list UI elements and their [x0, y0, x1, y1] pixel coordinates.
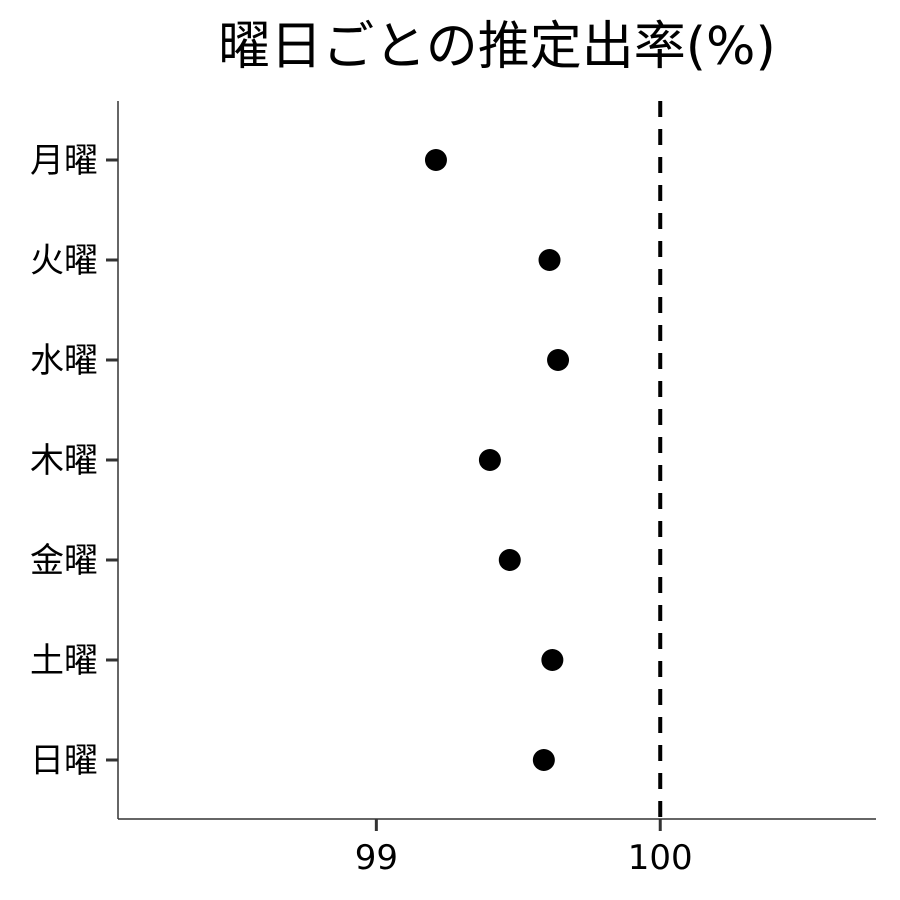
y-tick-label: 土曜	[30, 641, 98, 681]
data-point	[538, 249, 561, 271]
data-point	[498, 549, 521, 571]
y-tick-label: 木曜	[30, 441, 98, 481]
data-point	[478, 449, 501, 471]
data-point	[541, 649, 564, 671]
data-point	[532, 749, 555, 771]
y-tick-label: 日曜	[30, 741, 98, 781]
y-tick-label: 月曜	[30, 141, 98, 181]
y-tick-label: 水曜	[30, 341, 98, 381]
data-points	[424, 149, 570, 771]
data-point	[424, 149, 447, 171]
x-tick-label: 100	[628, 838, 693, 878]
chart-title: 曜日ごとの推定出率(%)	[218, 17, 775, 77]
y-tick-label: 金曜	[30, 541, 98, 581]
x-axis-ticks: 99 100	[355, 819, 693, 878]
y-tick-label: 火曜	[30, 241, 98, 281]
data-point	[547, 349, 570, 371]
x-tick-label: 99	[355, 838, 398, 878]
